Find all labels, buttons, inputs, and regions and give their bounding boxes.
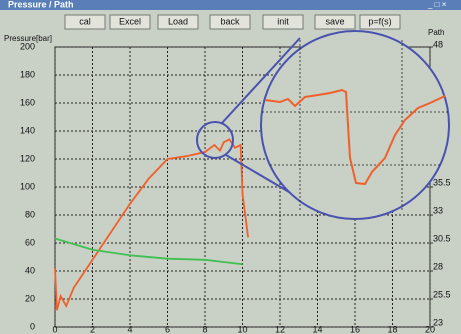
y2-tick-label: 33 bbox=[433, 205, 443, 215]
series-line bbox=[55, 239, 243, 265]
x-tick-label: 2 bbox=[90, 324, 95, 334]
y-tick-label: 140 bbox=[20, 125, 35, 135]
y2-tick-label: 28 bbox=[433, 261, 443, 271]
button-label[interactable]: Load bbox=[168, 16, 188, 26]
window-controls[interactable]: _ □ × bbox=[427, 0, 447, 9]
lens-large bbox=[261, 31, 449, 219]
x-tick-label: 10 bbox=[237, 324, 247, 334]
y-tick-label: 160 bbox=[20, 97, 35, 107]
x-tick-label: 0 bbox=[52, 324, 57, 334]
y2-tick-label: 35.5 bbox=[433, 177, 451, 187]
zoom-lens bbox=[197, 31, 449, 219]
x-tick-label: 4 bbox=[127, 324, 132, 334]
toolbar: cal Excel Load back init save p=f(s) bbox=[65, 15, 400, 29]
button-label[interactable]: cal bbox=[79, 16, 91, 26]
y2-tick-label: 25.5 bbox=[433, 289, 451, 299]
y2-tick-label: 48 bbox=[433, 39, 443, 49]
y-tick-label: 180 bbox=[20, 69, 35, 79]
button-label[interactable]: init bbox=[277, 16, 289, 26]
button-label[interactable]: save bbox=[325, 16, 344, 26]
button-label[interactable]: Excel bbox=[119, 16, 141, 26]
y2-axis-label: Path bbox=[428, 28, 444, 37]
x-tick-label: 12 bbox=[275, 324, 285, 334]
y-tick-label: 120 bbox=[20, 153, 35, 163]
button-label[interactable]: back bbox=[220, 16, 240, 26]
y-tick-label: 60 bbox=[25, 237, 35, 247]
button-label[interactable]: p=f(s) bbox=[368, 16, 391, 26]
x-tick-label: 6 bbox=[165, 324, 170, 334]
y2-tick-label: 30.5 bbox=[433, 233, 451, 243]
y-tick-label: 40 bbox=[25, 265, 35, 275]
x-tick-label: 14 bbox=[312, 324, 322, 334]
y-tick-label: 200 bbox=[20, 41, 35, 51]
y-tick-label: 20 bbox=[25, 293, 35, 303]
window-title: Pressure / Path bbox=[8, 0, 74, 9]
x-tick-label: 16 bbox=[350, 324, 360, 334]
x-tick-label: 8 bbox=[202, 324, 207, 334]
y-tick-label: 100 bbox=[20, 181, 35, 191]
y-tick-label: 80 bbox=[25, 209, 35, 219]
x-tick-label: 18 bbox=[387, 324, 397, 334]
y2-tick-label: 23 bbox=[433, 317, 443, 327]
series-line bbox=[55, 139, 248, 310]
y-tick-label: 0 bbox=[30, 321, 35, 331]
app-window: Pressure / Path _ □ × cal Excel Load back in… bbox=[0, 0, 461, 334]
